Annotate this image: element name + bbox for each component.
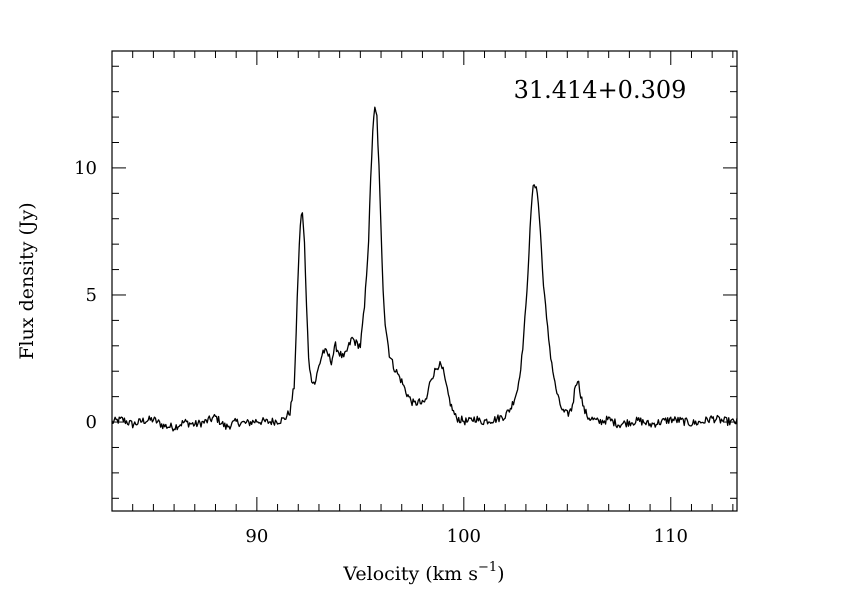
x-axis-label-main: Velocity (km s [342, 563, 478, 585]
spectrum-line [111, 106, 738, 432]
plot-frame [111, 50, 738, 512]
chart-title: 31.414+0.309 [514, 76, 687, 104]
y-tick-label: 10 [74, 158, 97, 179]
x-axis-label-sup: −1 [478, 560, 497, 575]
y-tick-label: 5 [86, 285, 97, 306]
x-tick-label: 100 [447, 526, 481, 547]
y-tick-label: 0 [86, 412, 97, 433]
x-axis-label-close: ) [497, 563, 504, 585]
x-tick-label: 110 [654, 526, 688, 547]
x-tick-label: 90 [245, 526, 268, 547]
tick-labels: 90 100 110 0 5 10 [74, 158, 688, 547]
x-axis-label: Velocity (km s−1) [342, 560, 504, 585]
y-axis-label: Flux density (Jy) [16, 202, 38, 359]
axis-ticks [111, 51, 737, 511]
